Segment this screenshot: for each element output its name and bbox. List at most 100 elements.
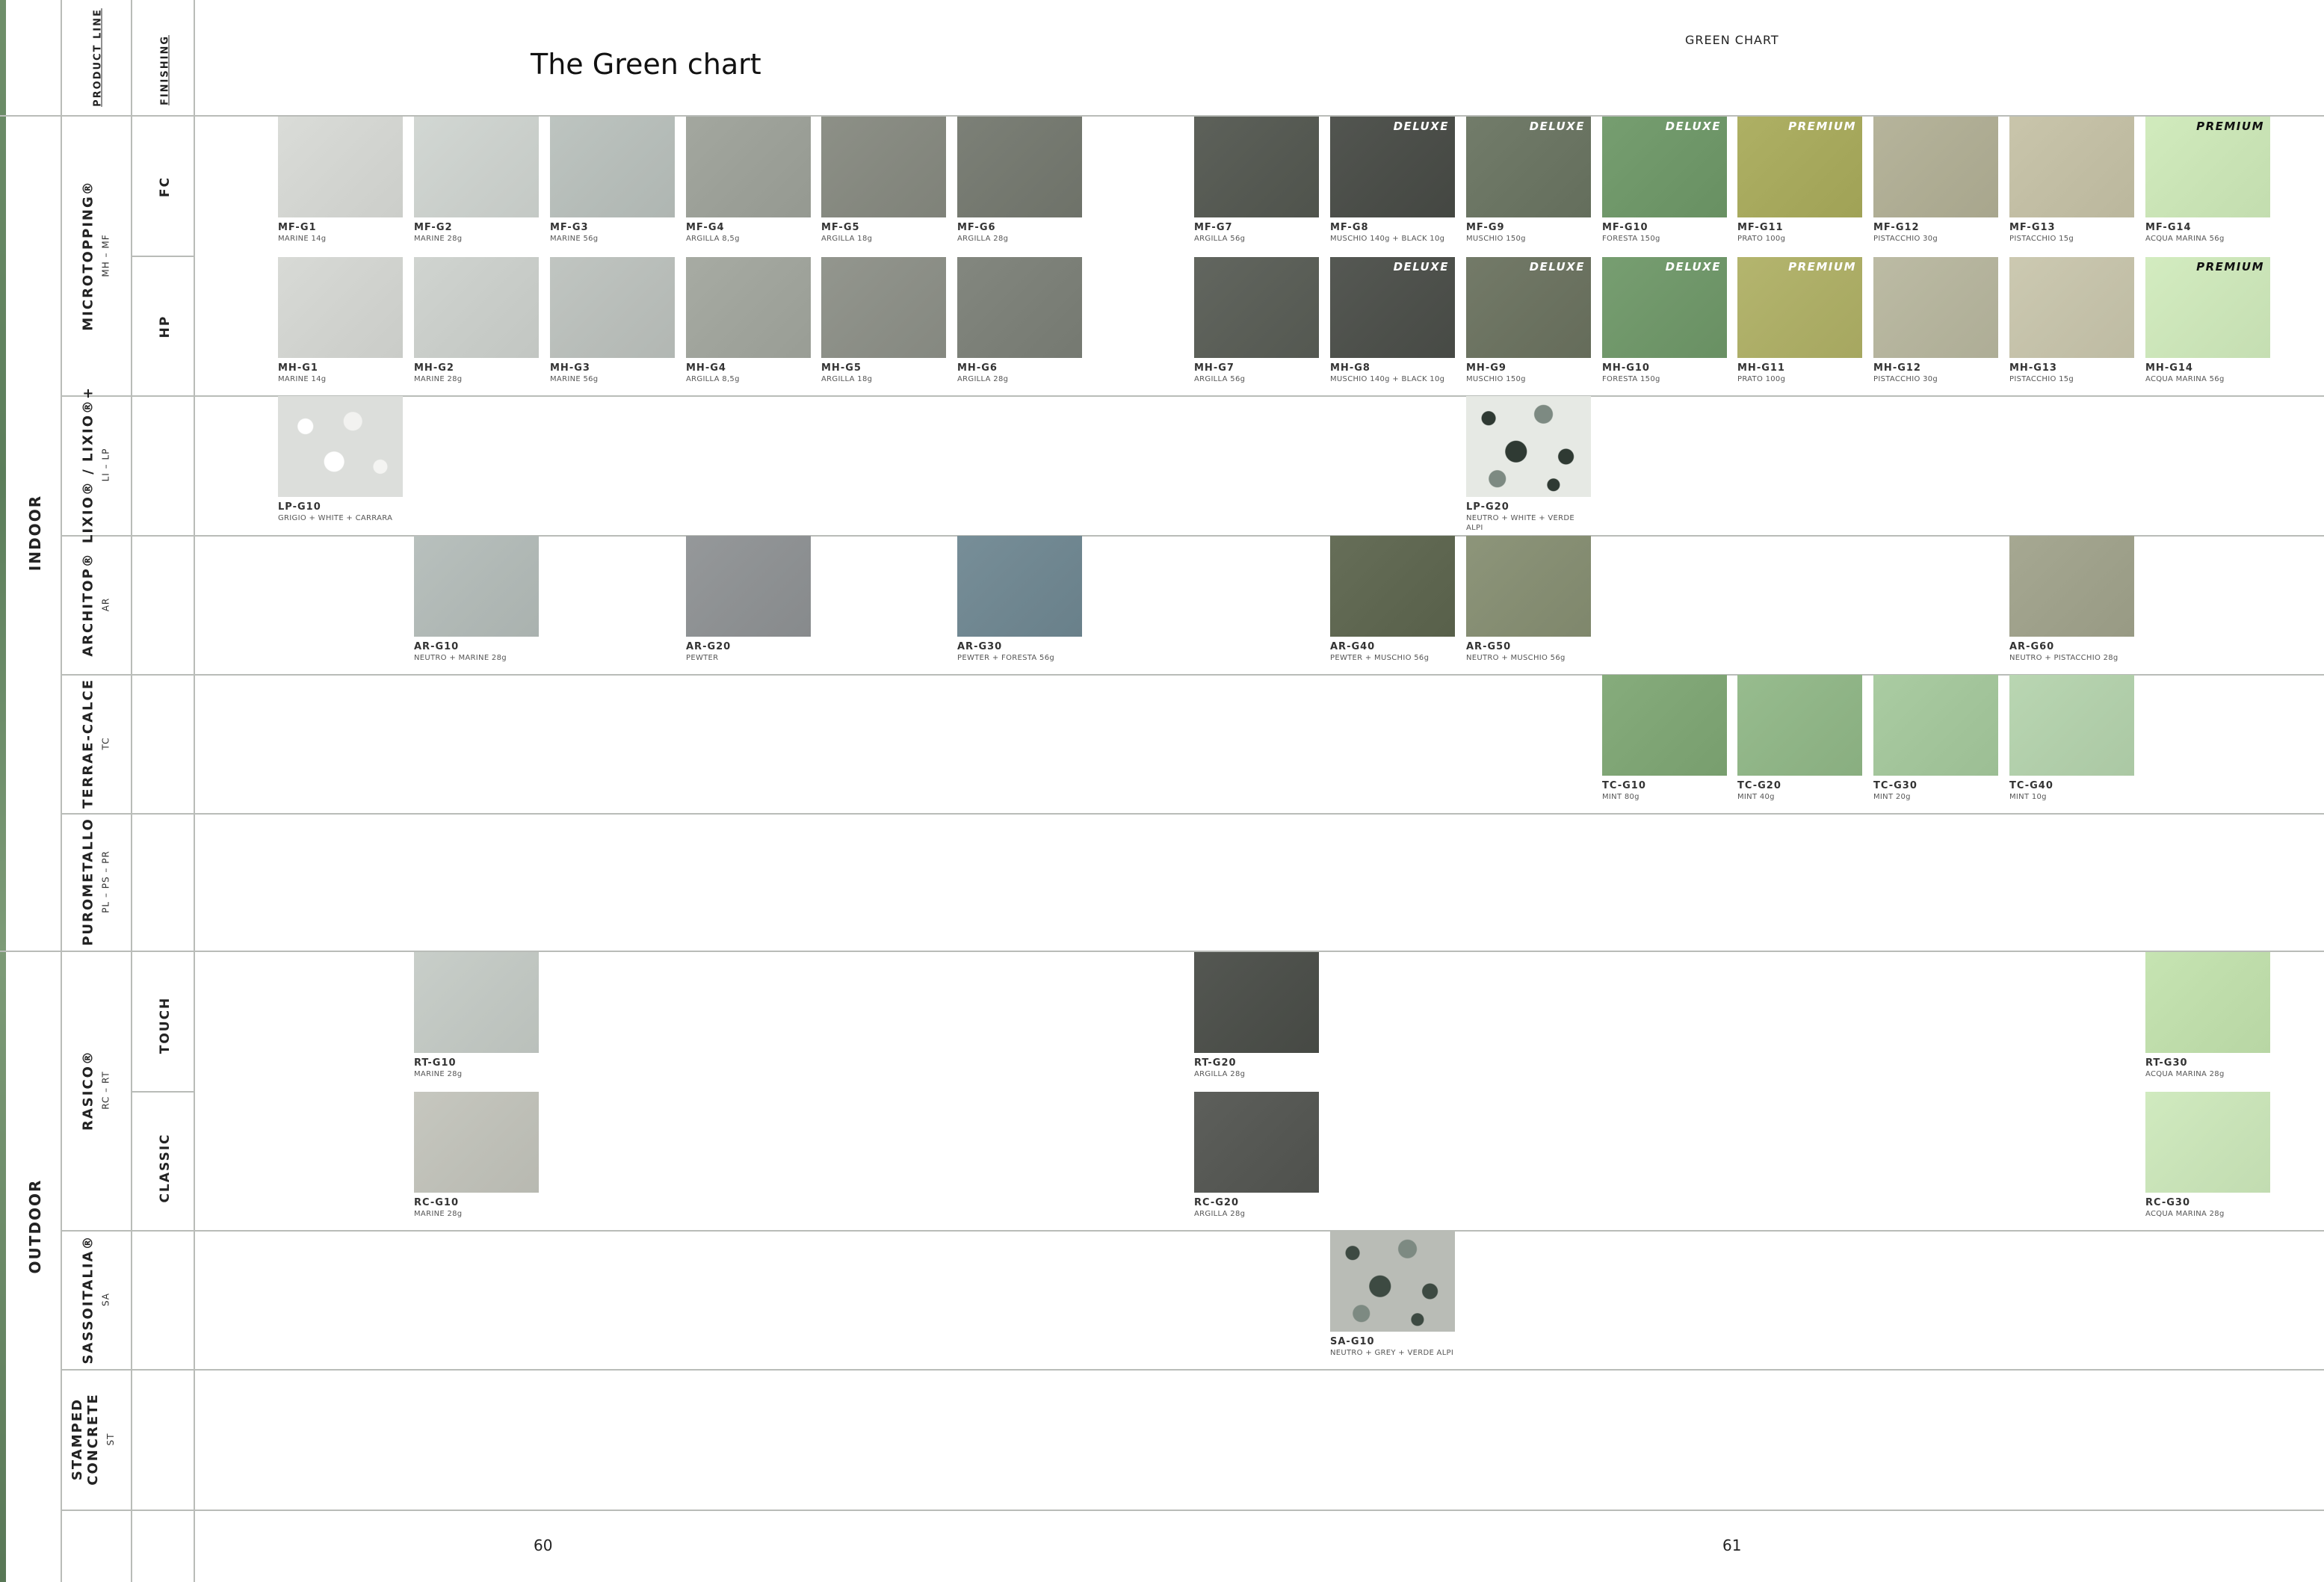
swatch-mf-g5: MF-G5 ARGILLA 18g [821,117,946,244]
swatch-texture: PREMIUM [1737,257,1862,358]
swatch-description: GRIGIO + WHITE + CARRARA [278,514,393,522]
stone-texture [1330,1231,1455,1332]
swatch-code: SA-G10 [1330,1336,1375,1347]
swatch-mf-g6: MF-G6 ARGILLA 28g [957,117,1082,244]
product-name: RASICO® [80,1050,96,1131]
swatch-texture: DELUXE [1466,257,1591,358]
product-line-header: PRODUCT LINE [92,8,104,107]
swatch-texture [686,257,811,358]
swatch-texture [1466,536,1591,637]
swatch-code: MF-G3 [550,222,589,233]
swatch-rc-g30: RC-G30 ACQUA MARINA 28g [2145,1092,2270,1219]
grid-line [61,1510,2324,1511]
swatch-code: MH-G9 [1466,362,1506,374]
swatch-texture [414,1092,539,1193]
product-code: AR [100,597,111,612]
product-code: RC – RT [100,1071,111,1110]
swatch-mh-g4: MH-G4 ARGILLA 8,5g [686,257,811,384]
swatch-description: NEUTRO + GREY + VERDE ALPI [1330,1349,1454,1357]
product-lixio: LIXIO® / LIXIO®+ LI – LP [81,386,111,543]
swatch-texture [957,536,1082,637]
swatch-code: MH-G2 [414,362,454,374]
page-number-left: 60 [534,1536,553,1554]
swatch-texture: DELUXE [1330,117,1455,217]
swatch-description: MARINE 28g [414,235,463,243]
swatch-description: ARGILLA 8,5g [686,375,740,383]
swatch-description: ACQUA MARINA 28g [2145,1210,2225,1218]
swatch-texture [1602,675,1727,776]
swatch-code: MF-G9 [1466,222,1505,233]
swatch-mh-g2: MH-G2 MARINE 28g [414,257,539,384]
swatch-mh-g8: DELUXE MH-G8 MUSCHIO 140g + BLACK 10g [1330,257,1455,384]
swatch-description: MARINE 56g [550,375,599,383]
swatch-rc-g20: RC-G20 ARGILLA 28g [1194,1092,1319,1219]
product-name: STAMPED [69,1397,85,1481]
finishing-classic: CLASSIC [158,1133,173,1203]
swatch-texture [1194,117,1319,217]
swatch-mh-g12: MH-G12 PISTACCHIO 30g [1873,257,1998,384]
grid-line [61,395,2324,397]
swatch-mf-g11: PREMIUM MF-G11 PRATO 100g [1737,117,1862,244]
swatch-mh-g11: PREMIUM MH-G11 PRATO 100g [1737,257,1862,384]
swatch-code: LP-G20 [1466,501,1509,513]
swatch-tc-g30: TC-G30 MINT 20g [1873,675,1998,802]
swatch-texture [414,536,539,637]
swatch-code: MH-G12 [1873,362,1921,374]
swatch-mh-g5: MH-G5 ARGILLA 18g [821,257,946,384]
swatch-description: ARGILLA 28g [957,235,1009,243]
swatch-mf-g12: MF-G12 PISTACCHIO 30g [1873,117,1998,244]
swatch-code: MH-G7 [1194,362,1234,374]
swatch-texture: DELUXE [1602,117,1727,217]
swatch-description: MARINE 14g [278,375,327,383]
section-indoor: INDOOR [26,494,44,572]
swatch-code: MF-G8 [1330,222,1369,233]
swatch-description: ARGILLA 8,5g [686,235,740,243]
grid-line [61,813,2324,815]
swatch-code: AR-G50 [1466,641,1512,652]
swatch-description: ARGILLA 28g [1194,1070,1246,1078]
badge-deluxe: DELUXE [1665,260,1721,274]
badge-premium: PREMIUM [2196,120,2264,133]
swatch-ar-g10: AR-G10 NEUTRO + MARINE 28g [414,536,539,663]
swatch-code: AR-G30 [957,641,1003,652]
swatch-code: RC-G20 [1194,1197,1240,1208]
swatch-texture [2009,675,2134,776]
product-name: TERRAE-CALCE [80,678,96,809]
swatch-texture [1330,536,1455,637]
swatch-lp-g10: LP-G10 GRIGIO + WHITE + CARRARA [278,396,403,523]
swatch-texture: DELUXE [1602,257,1727,358]
product-code: LI – LP [100,448,111,482]
product-code: PL – PS – PR [100,850,111,913]
swatch-code: RT-G30 [2145,1057,2188,1069]
swatch-description: MUSCHIO 150g [1466,235,1526,243]
swatch-code: MF-G11 [1737,222,1784,233]
swatch-description: PEWTER + FORESTA 56g [957,654,1055,662]
swatch-code: RC-G10 [414,1197,460,1208]
finishing-touch: TOUCH [158,996,173,1054]
swatch-texture [2145,1092,2270,1193]
swatch-description: MINT 40g [1737,793,1775,801]
product-microtopping: MICROTOPPING® MH – MF [81,180,111,330]
product-purometallo: PUROMETALLO PL – PS – PR [81,818,111,946]
swatch-mh-g13: MH-G13 PISTACCHIO 15g [2009,257,2134,384]
grid-line [0,115,2324,117]
swatch-code: TC-G30 [1873,780,1917,791]
swatch-mf-g9: DELUXE MF-G9 MUSCHIO 150g [1466,117,1591,244]
badge-deluxe: DELUXE [1529,260,1585,274]
swatch-texture [1873,257,1998,358]
swatch-code: MF-G10 [1602,222,1648,233]
swatch-code: MF-G13 [2009,222,2056,233]
swatch-description: ARGILLA 56g [1194,375,1246,383]
swatch-description: ACQUA MARINA 56g [2145,375,2225,383]
swatch-description: PISTACCHIO 30g [1873,375,1938,383]
swatch-description: MUSCHIO 140g + BLACK 10g [1330,235,1445,243]
swatch-tc-g10: TC-G10 MINT 80g [1602,675,1727,802]
swatch-texture: DELUXE [1330,257,1455,358]
green-edge-decoration [0,0,6,1582]
swatch-code: MH-G5 [821,362,862,374]
swatch-mh-g14: PREMIUM MH-G14 ACQUA MARINA 56g [2145,257,2270,384]
swatch-texture [1194,952,1319,1053]
swatch-description: ARGILLA 18g [821,375,873,383]
swatch-code: MH-G4 [686,362,726,374]
swatch-texture [2009,117,2134,217]
